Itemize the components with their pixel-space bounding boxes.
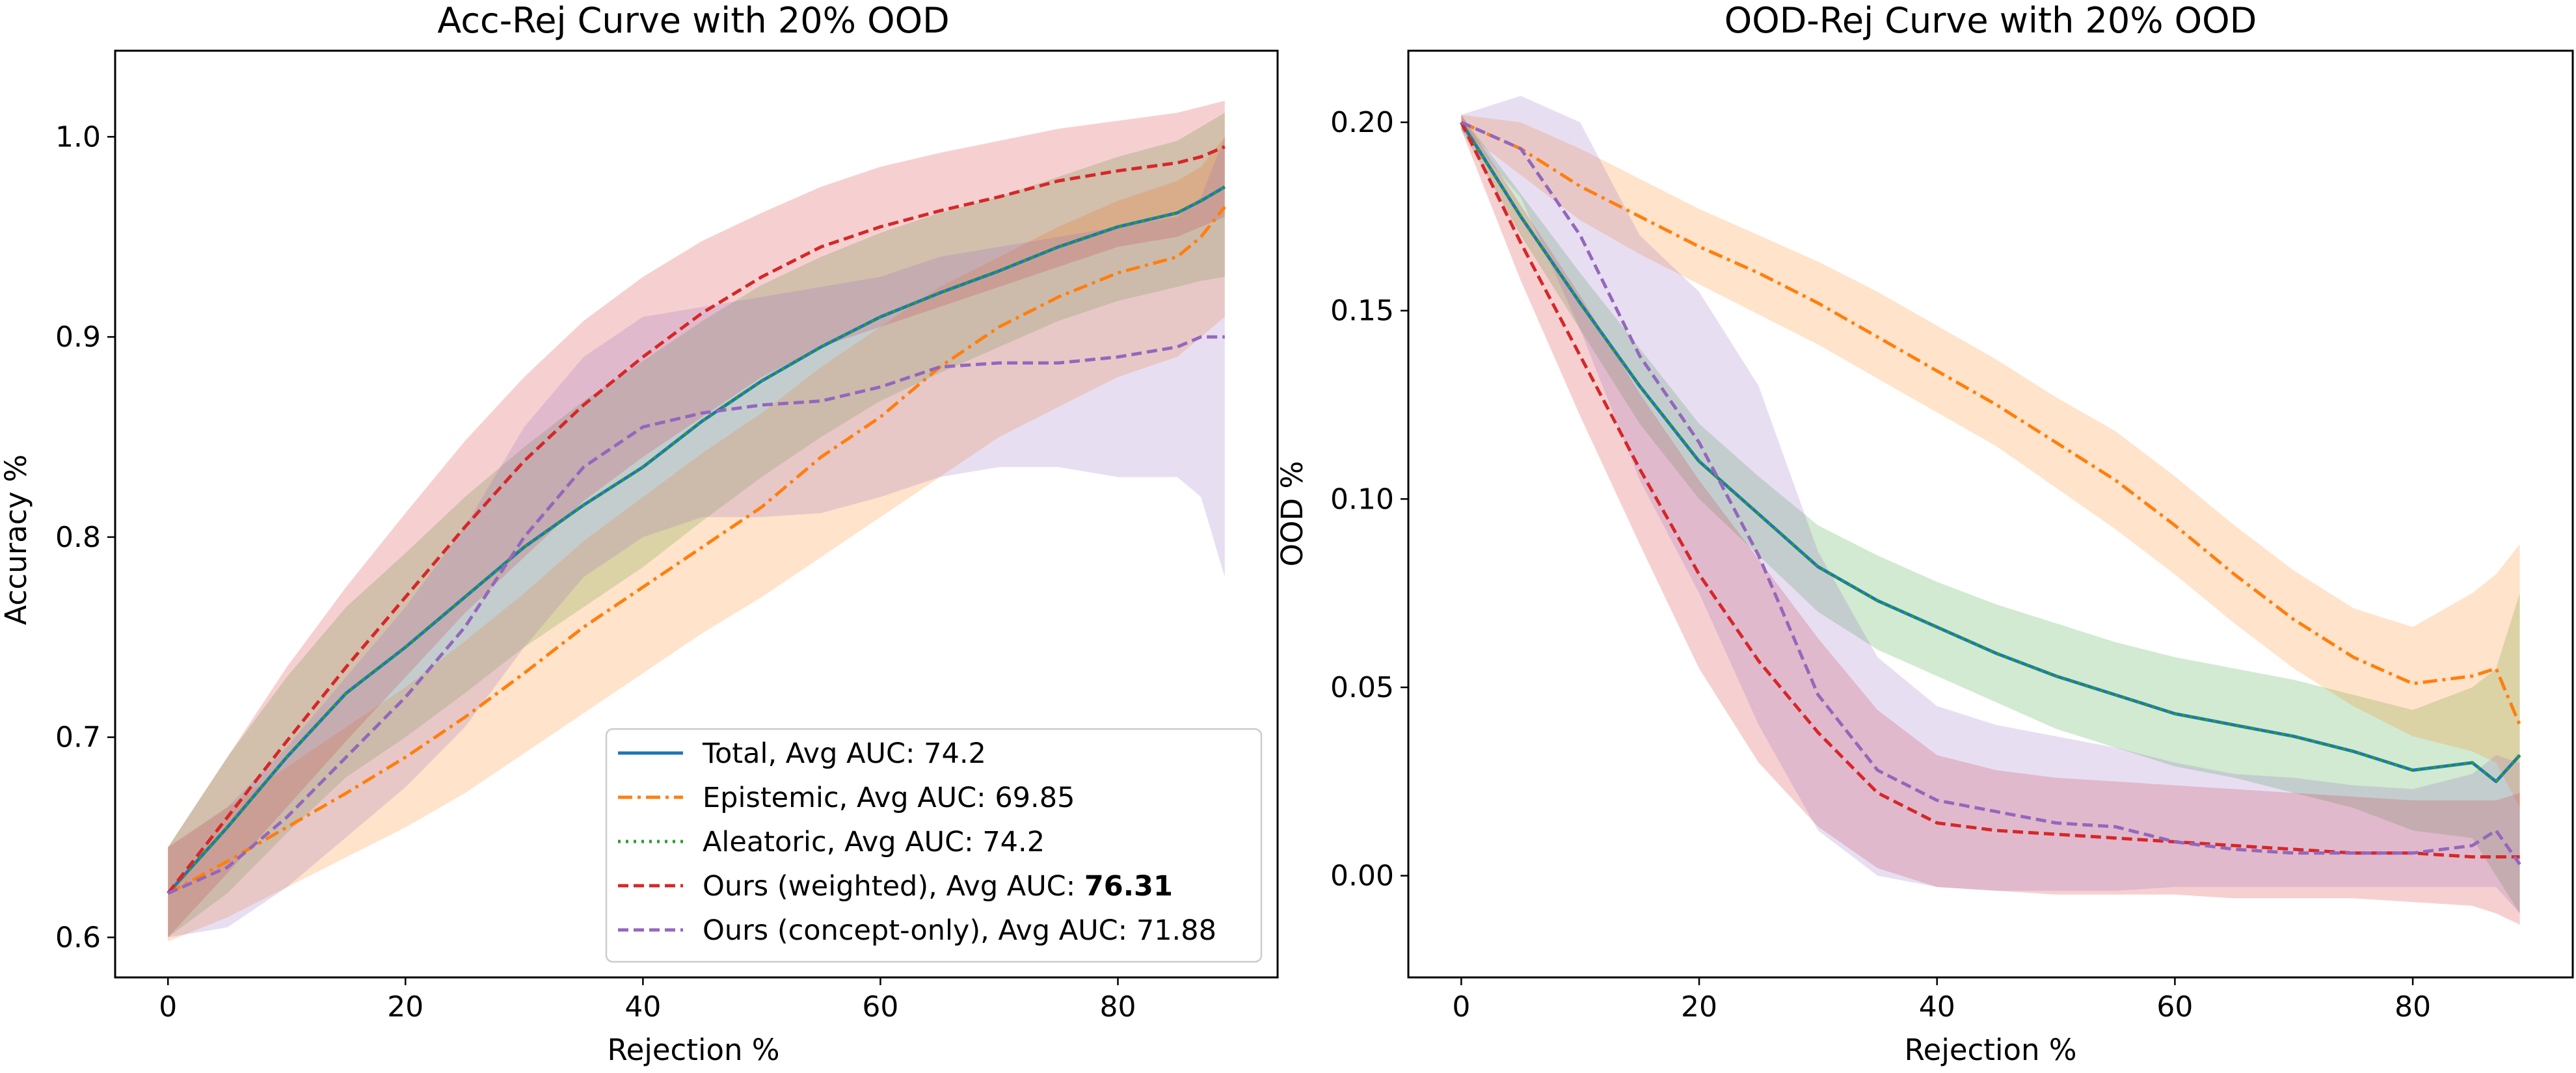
legend-series-name: Ours (weighted) (703, 870, 928, 903)
legend-label-total: Total, Avg AUC: 74.2 (702, 737, 986, 770)
ood-rej-lines (1460, 120, 2521, 866)
acc-rej-xtick-label: 40 (624, 990, 661, 1024)
acc-rej-bands (168, 100, 1225, 942)
ood-rej-band-total (1461, 114, 2520, 914)
acc-rej-ytick-label: 0.7 (55, 721, 101, 754)
legend-auc-value: 74.2 (924, 737, 986, 770)
ood-rej-band-epistemic (1461, 114, 2520, 808)
ood-rej-title: OOD-Rej Curve with 20% OOD (1724, 0, 2257, 41)
legend-label-aleatoric: Aleatoric, Avg AUC: 74.2 (703, 826, 1045, 858)
acc-rej-line-epistemic (167, 205, 1226, 895)
acc-rej-ticks: 0 20 40 60 80 0.6 0.7 0.8 0.9 1.0 (55, 120, 1136, 1024)
legend-series-name: Aleatoric (703, 826, 827, 858)
ood-rej-line-ours-concept-only (1460, 120, 2521, 866)
legend-series-name: Total (702, 737, 768, 770)
legend-item-epistemic: Epistemic, Avg AUC: 69.85 (618, 782, 1075, 814)
ood-rej-xlabel: Rejection % (1904, 1033, 2076, 1067)
acc-rej-line-ours-concept-only (167, 335, 1225, 895)
legend-auc-prefix: , Avg AUC: (980, 914, 1136, 947)
legend-auc-prefix: , Avg AUC: (839, 782, 995, 814)
ood-rej-axes-frame (1407, 49, 2574, 979)
legend-series-name: Epistemic (703, 782, 839, 814)
acc-rej-band-ours-concept-only (168, 137, 1225, 938)
legend-label-ours-weighted: Ours (weighted), Avg AUC: 76.31 (703, 870, 1173, 903)
ood-rej-ylabel: OOD % (1275, 461, 1309, 567)
legend-item-ours-concept-only: Ours (concept-only), Avg AUC: 71.88 (618, 914, 1216, 947)
acc-rej-band-epistemic (168, 137, 1225, 942)
acc-rej-ytick-label: 0.6 (55, 921, 101, 954)
ood-rej-ytick-label: 0.20 (1330, 106, 1394, 139)
ood-rej-xtick-label: 40 (1919, 990, 1955, 1024)
acc-rej-axes-frame (114, 49, 1279, 979)
legend-box (605, 728, 1263, 963)
legend-series-name: Ours (concept-only) (703, 914, 980, 947)
ood-rej-xtick-label: 20 (1681, 990, 1717, 1024)
legend-item-aleatoric: Aleatoric, Avg AUC: 74.2 (618, 826, 1045, 858)
acc-rej-line-ours-weighted (167, 145, 1226, 895)
legend-label-epistemic: Epistemic, Avg AUC: 69.85 (703, 782, 1075, 814)
acc-rej-ytick-label: 0.9 (55, 321, 101, 354)
legend-auc-value: 76.31 (1084, 870, 1173, 903)
legend-auc-value: 69.85 (995, 782, 1075, 814)
acc-rej-panel: Acc-Rej Curve with 20% OOD Rejection % A… (0, 0, 1279, 1067)
ood-rej-band-ours-weighted (1461, 114, 2520, 925)
ood-rej-panel: OOD-Rej Curve with 20% OOD Rejection % O… (1275, 0, 2574, 1067)
legend-label-ours-concept-only: Ours (concept-only), Avg AUC: 71.88 (703, 914, 1216, 947)
ood-rej-ytick-label: 0.05 (1330, 671, 1394, 704)
legend-auc-value: 74.2 (982, 826, 1045, 858)
acc-rej-band-total (168, 113, 1225, 938)
ood-rej-ytick-label: 0.00 (1330, 860, 1394, 893)
legend-auc-prefix: , Avg AUC: (768, 737, 924, 770)
legend-item-ours-weighted: Ours (weighted), Avg AUC: 76.31 (618, 870, 1173, 903)
acc-rej-ylabel: Accuracy % (0, 455, 33, 626)
acc-rej-xtick-label: 0 (159, 990, 177, 1024)
legend-auc-value: 71.88 (1136, 914, 1216, 947)
ood-rej-xtick-label: 80 (2395, 990, 2431, 1024)
ood-rej-line-aleatoric (1460, 121, 2521, 784)
acc-rej-ytick-label: 1.0 (55, 120, 101, 153)
acc-rej-band-ours-weighted (168, 100, 1225, 938)
legend-item-total: Total, Avg AUC: 74.2 (618, 737, 986, 770)
acc-rej-ytick-label: 0.8 (55, 521, 101, 554)
legend-auc-prefix: , Avg AUC: (827, 826, 983, 858)
acc-rej-xtick-label: 60 (862, 990, 898, 1024)
acc-rej-lines (167, 145, 1226, 895)
legend-auc-prefix: , Avg AUC: (928, 870, 1084, 903)
acc-rej-xlabel: Rejection % (607, 1033, 779, 1067)
acc-rej-xtick-label: 80 (1099, 990, 1136, 1024)
ood-rej-ytick-label: 0.15 (1330, 295, 1394, 328)
ood-rej-xtick-label: 60 (2156, 990, 2193, 1024)
ood-rej-xtick-label: 0 (1452, 990, 1470, 1024)
acc-rej-line-total (167, 185, 1226, 895)
ood-rej-line-ours-weighted (1460, 121, 2520, 859)
acc-rej-title: Acc-Rej Curve with 20% OOD (437, 0, 949, 41)
ood-rej-ytick-label: 0.10 (1330, 483, 1394, 516)
acc-rej-xtick-label: 20 (387, 990, 423, 1024)
ood-rej-line-epistemic (1460, 120, 2521, 726)
ood-rej-ticks: 0 20 40 60 80 0.00 0.05 0.10 0.15 0.20 (1330, 106, 2431, 1024)
